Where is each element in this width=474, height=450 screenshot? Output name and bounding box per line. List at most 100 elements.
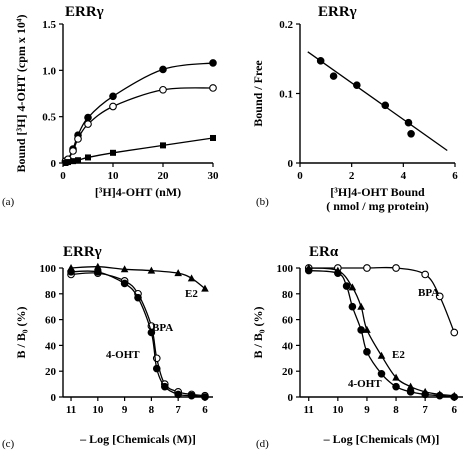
data-point	[74, 135, 82, 143]
panel-label: (b)	[256, 196, 269, 208]
panel-title: ERRγ	[63, 244, 102, 260]
series-curve	[71, 266, 206, 290]
panel-title: ERRγ	[318, 4, 357, 20]
x-axis-label: [³H]4-OHT Bound	[330, 185, 425, 199]
series-4-oht	[67, 268, 209, 401]
series-label-4-oht: 4-OHT	[348, 378, 382, 390]
y-tick-label: 40	[45, 340, 57, 352]
panel-label: (d)	[256, 438, 269, 450]
data-point	[159, 65, 167, 74]
data-point	[435, 292, 444, 301]
data-point	[109, 102, 117, 111]
data-point	[392, 382, 400, 391]
panel-label: (a)	[2, 196, 15, 208]
y-axis-label: B / B₀ (%)	[14, 307, 28, 359]
data-point	[174, 390, 182, 399]
data-point	[201, 393, 209, 401]
y-tick-label: 80	[282, 289, 294, 301]
series-label-bpa: BPA	[418, 287, 439, 299]
data-point	[450, 328, 459, 337]
series-label-4-oht: 4-OHT	[106, 349, 140, 361]
series-e2	[67, 262, 209, 292]
series-4-oht	[304, 266, 459, 401]
panel-title: ERRγ	[65, 4, 104, 20]
data-point	[407, 130, 415, 138]
data-point	[70, 158, 76, 165]
data-point	[109, 92, 117, 101]
x-axis-label: – Log [Chemicals (M)]	[79, 432, 196, 446]
x-tick-label: 30	[208, 170, 220, 182]
data-point	[174, 269, 182, 277]
x-tick-label: 9	[122, 404, 128, 416]
data-point	[353, 81, 361, 89]
x-tick-label: 7	[175, 404, 181, 416]
y-tick-label: 0	[288, 392, 294, 404]
panel-a: ERRγ (a) 0 10 20 30 0 0.5 1.0 1.5 [³H]4-OHT (nM) Bo…	[2, 4, 219, 208]
series-bpa	[304, 264, 459, 337]
data-point	[210, 134, 216, 141]
y-tick-label: 20	[282, 366, 294, 378]
y-axis-label: B / B₀ (%)	[251, 307, 265, 359]
x-tick-label: 20	[158, 170, 170, 182]
x-tick-label: 8	[393, 404, 399, 416]
series-curve	[71, 270, 206, 398]
y-tick-label: 100	[40, 263, 57, 275]
data-point	[147, 266, 156, 274]
data-point	[381, 101, 390, 110]
data-point	[334, 269, 342, 277]
series-curve	[65, 62, 214, 162]
y-tick-label: 60	[282, 315, 294, 327]
data-point	[94, 262, 102, 270]
y-axis-label: Bound [³H] 4-OHT (cpm x 10⁴)	[14, 15, 28, 173]
series-1	[61, 84, 217, 165]
data-point	[363, 325, 371, 333]
x-axis-label: [³H]4-OHT (nM)	[95, 185, 181, 199]
data-point	[450, 393, 459, 401]
data-point	[348, 302, 357, 311]
data-point	[363, 264, 371, 272]
data-point	[357, 302, 365, 310]
data-point	[209, 59, 217, 67]
series-curve	[308, 266, 455, 333]
data-point	[304, 266, 313, 275]
y-tick-label: 0	[51, 158, 57, 170]
x-tick-label: 7	[422, 404, 428, 416]
data-point	[363, 348, 371, 356]
data-point	[406, 388, 415, 396]
x-axis-label-2: ( nmol / mg protein)	[326, 199, 428, 213]
data-point	[152, 364, 161, 373]
data-point	[94, 268, 102, 276]
data-point	[134, 293, 142, 302]
data-point	[316, 57, 325, 65]
x-tick-label: 8	[149, 404, 155, 416]
data-point	[392, 264, 400, 272]
data-point	[187, 274, 196, 282]
data-point	[187, 391, 196, 400]
x-tick-label: 4	[401, 170, 407, 182]
series-label-e2: E2	[392, 349, 405, 361]
data-point	[69, 147, 77, 155]
data-point	[342, 282, 351, 290]
y-axis-label: Bound / Free	[251, 60, 265, 127]
x-tick-label: 11	[304, 404, 314, 416]
x-tick-label: 2	[349, 170, 355, 182]
x-tick-label: 10	[92, 404, 104, 416]
y-tick-label: 20	[45, 366, 57, 378]
series-label-bpa: BPA	[152, 322, 173, 334]
x-tick-label: 6	[452, 404, 458, 416]
x-tick-label: 6	[452, 170, 458, 182]
data-point	[159, 85, 167, 94]
x-tick-label: 0	[297, 170, 303, 182]
x-tick-label: 10	[108, 170, 120, 182]
y-tick-label: 60	[45, 315, 57, 327]
x-tick-label: 6	[202, 404, 208, 416]
data-point	[377, 351, 386, 359]
scatchard-points	[307, 51, 448, 152]
panel-b: ERRγ (b) 0 2 4 6 0 0.1 0.2 [³H]4-OHT Bound( nmol …	[251, 4, 458, 213]
x-tick-label: 10	[332, 404, 344, 416]
y-tick-label: 0.2	[279, 19, 293, 31]
data-point	[120, 279, 129, 288]
